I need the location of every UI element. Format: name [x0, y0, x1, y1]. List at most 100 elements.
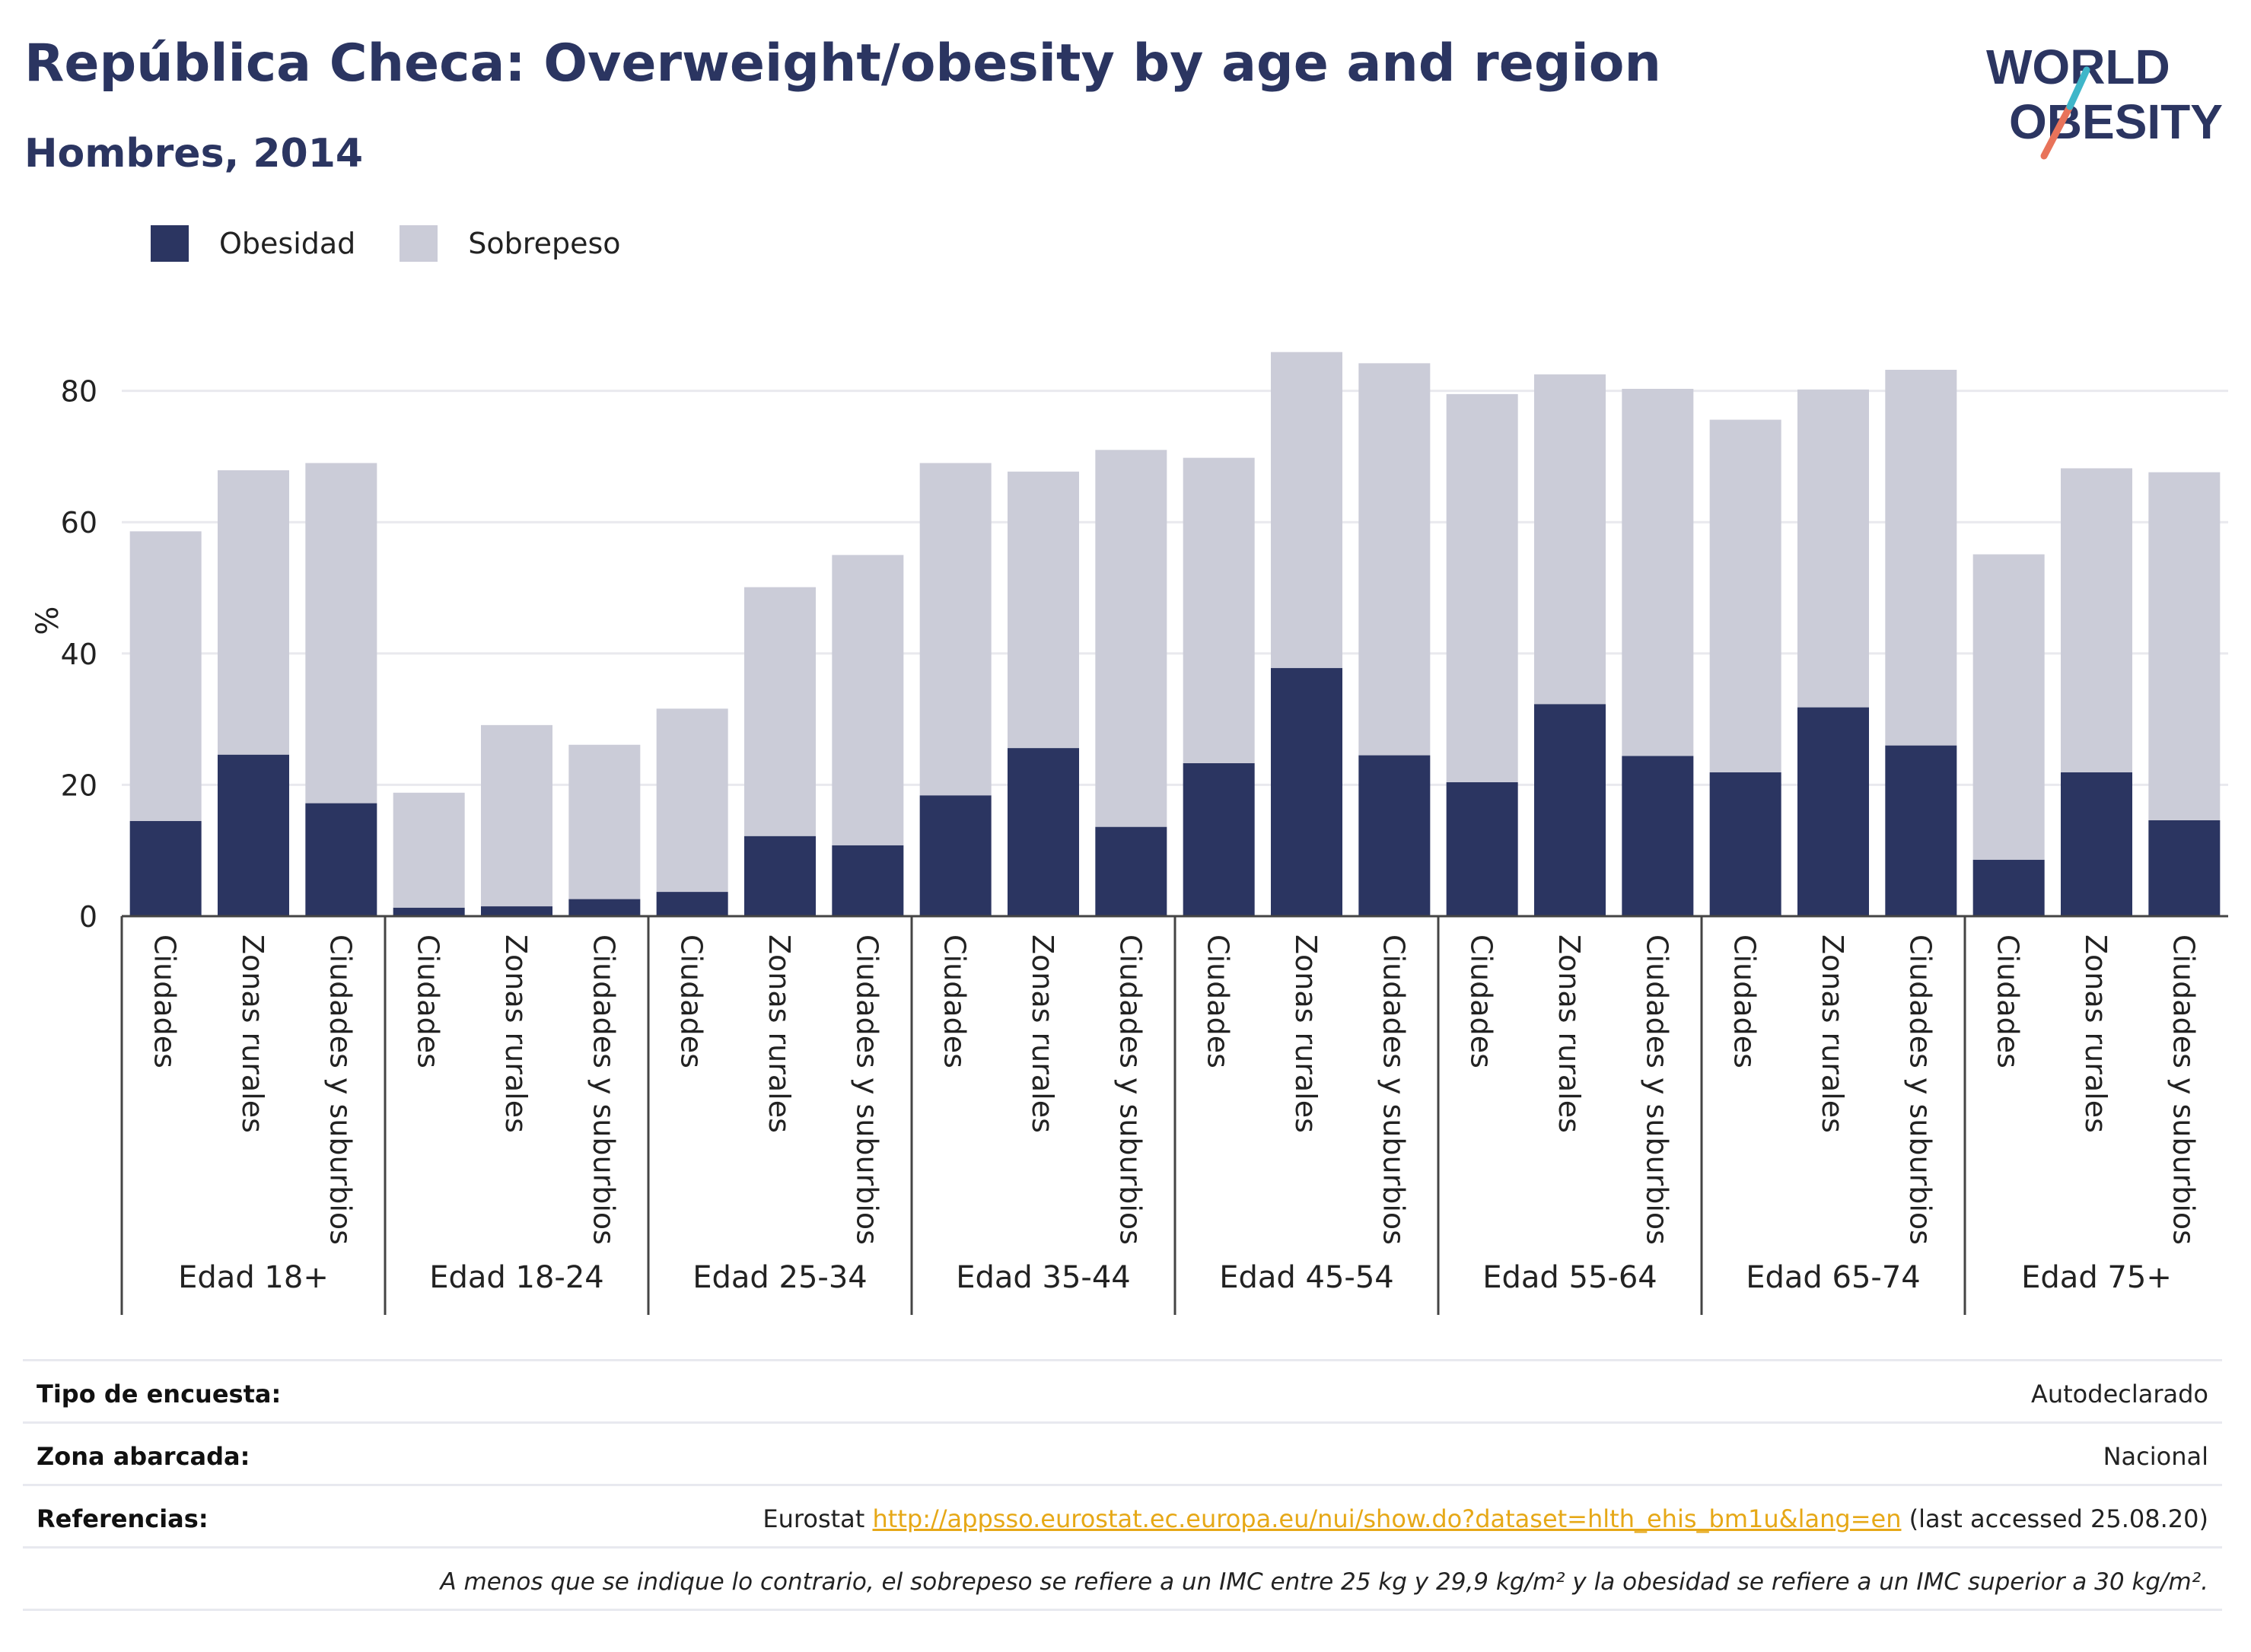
bar-obesity	[1622, 756, 1694, 916]
x-tick-label: Ciudades	[675, 934, 708, 1068]
x-tick-label: Zonas rurales	[1816, 934, 1849, 1133]
world-obesity-logo: WORLD OBESITY	[1986, 40, 2223, 160]
chart-title: República Checa: Overweight/obesity by a…	[24, 33, 1661, 94]
group-label: Edad 25-34	[692, 1260, 868, 1295]
bar-overweight	[744, 587, 816, 836]
group-label: Edad 75+	[2021, 1260, 2172, 1295]
x-tick-label: Ciudades	[412, 934, 445, 1068]
bar-overweight	[656, 708, 728, 893]
bar-obesity	[1358, 755, 1431, 916]
group-label: Edad 65-74	[1746, 1260, 1921, 1295]
bar-obesity	[656, 892, 728, 916]
bar-obesity	[1797, 707, 1869, 916]
bar-obesity	[1972, 859, 2045, 916]
logo-slash-red	[2040, 103, 2074, 160]
area-value: Nacional	[2103, 1442, 2208, 1471]
bar-obesity	[1446, 781, 1518, 916]
y-tick-label: 20	[61, 769, 97, 802]
bar-overweight	[1709, 419, 1781, 773]
bar-overweight	[218, 470, 289, 755]
group-label: Edad 55-64	[1482, 1260, 1657, 1295]
info-row-area: Zona abarcada: Nacional	[23, 1421, 2222, 1486]
info-row-note: A menos que se indique lo contrario, el …	[23, 1546, 2222, 1611]
bar-overweight	[393, 792, 465, 908]
bar-obesity	[481, 906, 552, 916]
bar-obesity	[1271, 667, 1342, 916]
group-label: Edad 18+	[178, 1260, 329, 1295]
bar-overweight	[1095, 450, 1167, 827]
bar-overweight	[2148, 472, 2221, 821]
bar-overweight	[1885, 369, 1957, 746]
bar-overweight	[1008, 471, 1079, 749]
bar-overweight	[305, 463, 377, 804]
chart-subtitle: Hombres, 2014	[24, 131, 364, 177]
x-tick-label: Ciudades y suburbios	[2167, 934, 2200, 1245]
x-tick-label: Zonas rurales	[763, 934, 796, 1133]
stacked-bar-chart: 0 20 40 60 80% Ciudades Zonas rurales Ciudades …	[30, 352, 2228, 1315]
y-axis-label: %	[30, 606, 65, 635]
y-tick-label: 40	[61, 638, 97, 671]
bar-obesity	[832, 845, 904, 916]
group-label: Edad 35-44	[956, 1260, 1131, 1295]
bar-obesity	[1534, 704, 1606, 916]
bar-obesity	[305, 803, 377, 916]
x-tick-label: Zonas rurales	[499, 934, 533, 1133]
legend-swatch-obesity	[151, 225, 189, 262]
x-tick-label: Ciudades y suburbios	[323, 934, 357, 1245]
bar-obesity	[1183, 762, 1255, 916]
x-tick-label: Ciudades	[1728, 934, 1762, 1068]
references-link[interactable]: http://appsso.eurostat.ec.europa.eu/nui/…	[872, 1504, 1902, 1533]
references-label: Referencias:	[37, 1504, 209, 1533]
x-tick-label: Zonas rurales	[2079, 934, 2113, 1133]
info-row-survey: Tipo de encuesta: Autodeclarado	[23, 1359, 2222, 1424]
legend-label-overweight: Sobrepeso	[468, 227, 621, 260]
bar-obesity	[393, 907, 465, 916]
bar-overweight	[481, 724, 552, 907]
x-tick-label: Zonas rurales	[1026, 934, 1059, 1133]
x-tick-label: Ciudades y suburbios	[850, 934, 884, 1245]
bar-obesity	[919, 795, 992, 916]
bar-obesity	[1885, 745, 1957, 916]
bar-obesity	[129, 820, 202, 916]
bar-obesity	[2061, 772, 2132, 916]
x-tick-label: Ciudades y suburbios	[587, 934, 620, 1245]
x-tick-label: Zonas rurales	[1552, 934, 1586, 1133]
bar-overweight	[919, 463, 992, 796]
logo-line-2: OBESITY	[2009, 94, 2223, 149]
bar-overweight	[129, 531, 202, 821]
y-tick-label: 80	[61, 375, 97, 409]
x-tick-label: Ciudades	[1202, 934, 1235, 1068]
bar-overweight	[1972, 554, 2045, 860]
references-value: Eurostat http://appsso.eurostat.ec.europ…	[763, 1504, 2208, 1533]
group-label: Edad 18-24	[429, 1260, 604, 1295]
bar-overweight	[1534, 374, 1606, 705]
references-prefix: Eurostat	[763, 1504, 873, 1533]
bar-overweight	[1446, 393, 1518, 782]
references-suffix: (last accessed 25.08.20)	[1901, 1504, 2208, 1533]
x-tick-label: Ciudades	[148, 934, 182, 1068]
bar-overweight	[1797, 389, 1869, 708]
info-row-references: Referencias: Eurostat http://appsso.euro…	[23, 1484, 2222, 1549]
info-bottom-divider	[23, 1609, 2222, 1611]
definition-note: A menos que se indique lo contrario, el …	[440, 1568, 2208, 1596]
bar-obesity	[744, 836, 816, 916]
bar-overweight	[1183, 457, 1255, 763]
survey-type-label: Tipo de encuesta:	[37, 1380, 282, 1408]
chart-legend: Obesidad Sobrepeso	[151, 225, 665, 262]
bar-overweight	[1271, 352, 1342, 668]
survey-type-value: Autodeclarado	[2030, 1380, 2208, 1408]
x-tick-label: Ciudades	[1992, 934, 2025, 1068]
x-tick-label: Ciudades y suburbios	[1903, 934, 1937, 1245]
bar-obesity	[1008, 748, 1079, 916]
x-tick-label: Zonas rurales	[1289, 934, 1323, 1133]
logo-slash-teal	[2066, 66, 2090, 110]
bar-overweight	[1358, 363, 1431, 756]
x-tick-label: Ciudades	[1465, 934, 1498, 1068]
x-tick-label: Ciudades	[938, 934, 972, 1068]
legend-item-obesity[interactable]: Obesidad	[151, 225, 355, 262]
area-label: Zona abarcada:	[37, 1442, 250, 1471]
legend-swatch-overweight	[400, 225, 438, 262]
bar-obesity	[2148, 820, 2221, 916]
y-tick-label: 60	[61, 506, 97, 540]
legend-item-overweight[interactable]: Sobrepeso	[400, 225, 621, 262]
